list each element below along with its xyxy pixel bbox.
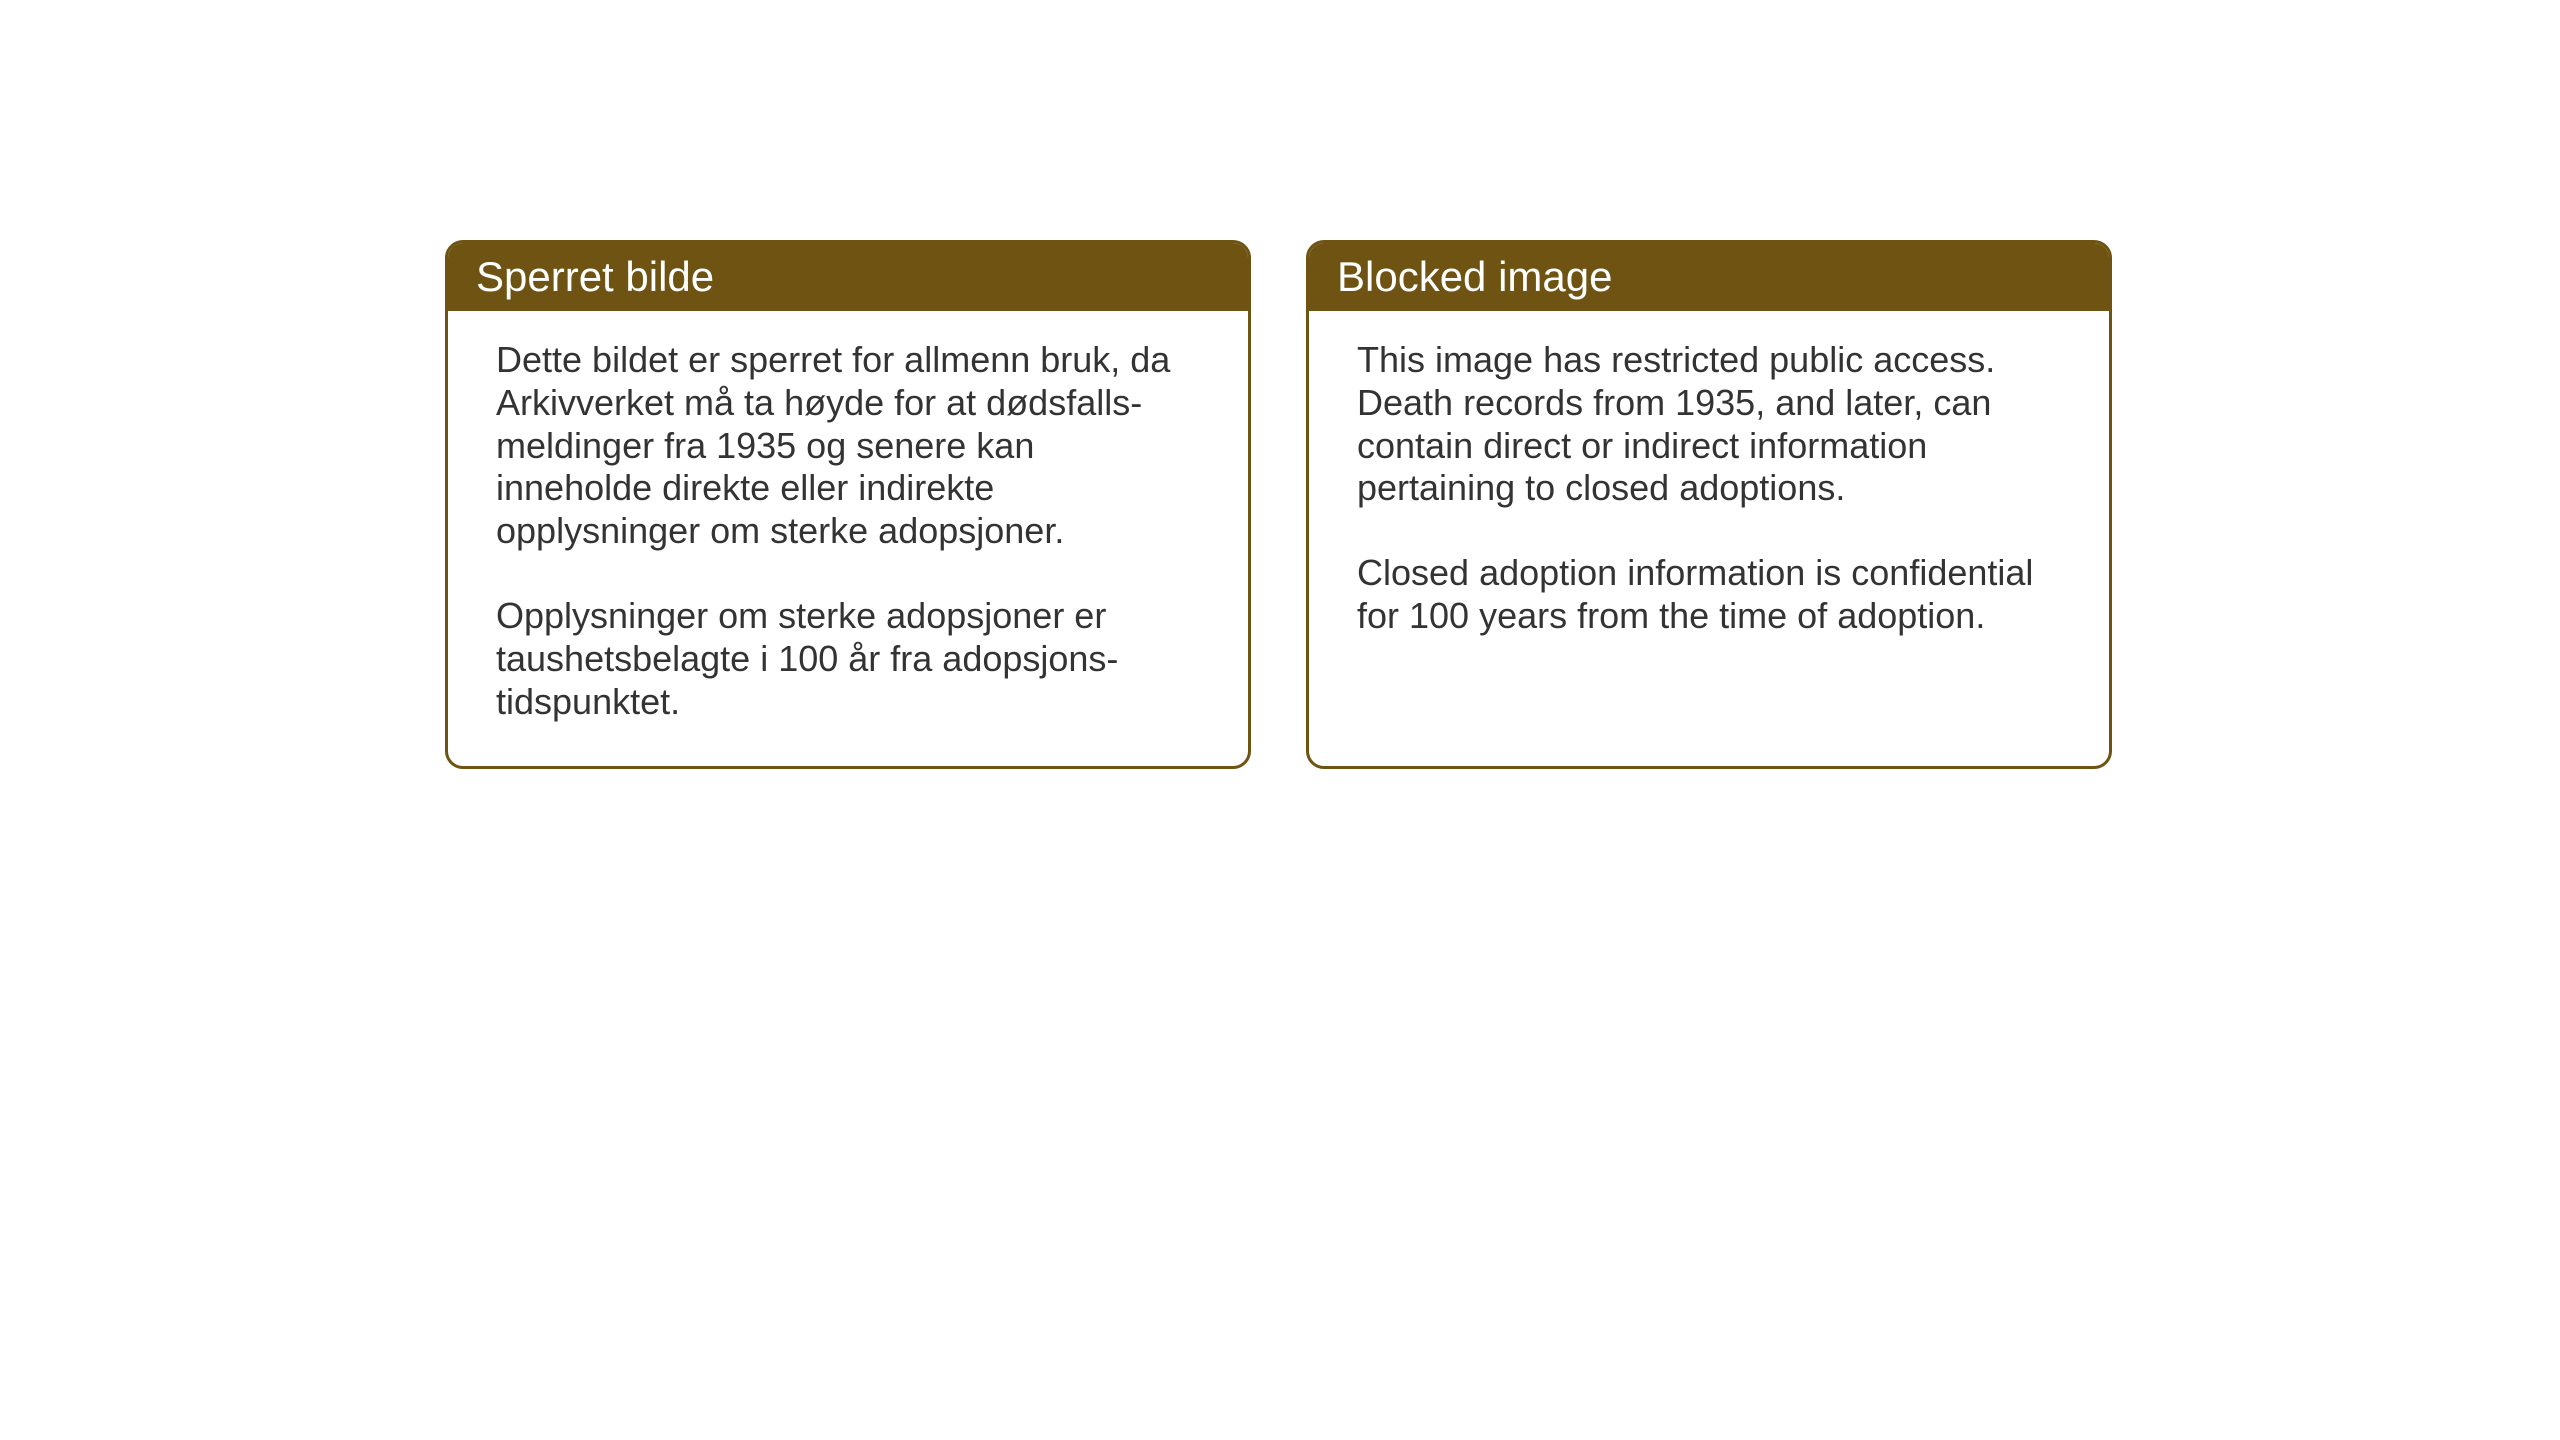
card-paragraph-1: Dette bildet er sperret for allmenn bruk…	[496, 339, 1200, 553]
card-body-norwegian: Dette bildet er sperret for allmenn bruk…	[448, 311, 1248, 766]
card-paragraph-2: Opplysninger om sterke adopsjoner er tau…	[496, 595, 1200, 723]
card-header-norwegian: Sperret bilde	[448, 243, 1248, 311]
card-paragraph-1: This image has restricted public access.…	[1357, 339, 2061, 510]
card-body-english: This image has restricted public access.…	[1309, 311, 2109, 680]
card-header-english: Blocked image	[1309, 243, 2109, 311]
card-paragraph-2: Closed adoption information is confident…	[1357, 552, 2061, 638]
card-title: Sperret bilde	[476, 253, 714, 300]
card-norwegian: Sperret bilde Dette bildet er sperret fo…	[445, 240, 1251, 769]
card-title: Blocked image	[1337, 253, 1612, 300]
cards-container: Sperret bilde Dette bildet er sperret fo…	[445, 240, 2112, 769]
card-english: Blocked image This image has restricted …	[1306, 240, 2112, 769]
